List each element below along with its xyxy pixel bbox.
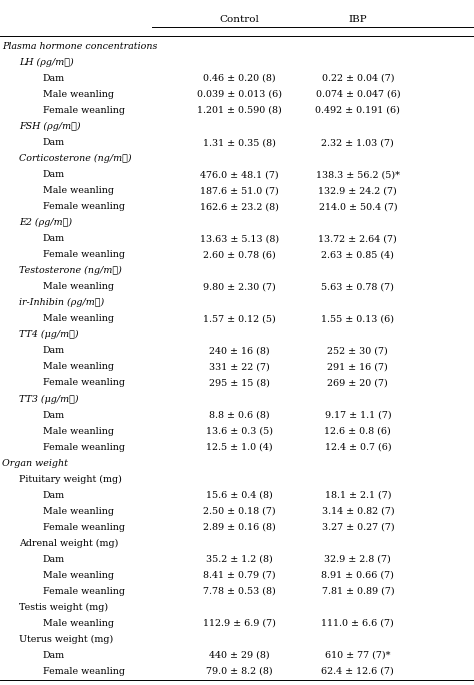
Text: 2.60 ± 0.78 (6): 2.60 ± 0.78 (6) [203, 250, 276, 259]
Text: 214.0 ± 50.4 (7): 214.0 ± 50.4 (7) [319, 202, 397, 211]
Text: 0.492 ± 0.191 (6): 0.492 ± 0.191 (6) [315, 106, 401, 115]
Text: 2.32 ± 1.03 (7): 2.32 ± 1.03 (7) [321, 138, 394, 147]
Text: 291 ± 16 (7): 291 ± 16 (7) [328, 362, 388, 371]
Text: Dam: Dam [43, 138, 65, 147]
Text: FSH (ρg/mℓ): FSH (ρg/mℓ) [19, 122, 81, 131]
Text: Male weanling: Male weanling [43, 282, 114, 291]
Text: Dam: Dam [43, 490, 65, 499]
Text: 0.22 ± 0.04 (7): 0.22 ± 0.04 (7) [322, 74, 394, 83]
Text: 9.17 ± 1.1 (7): 9.17 ± 1.1 (7) [325, 410, 391, 419]
Text: 187.6 ± 51.0 (7): 187.6 ± 51.0 (7) [200, 186, 279, 195]
Text: 1.55 ± 0.13 (6): 1.55 ± 0.13 (6) [321, 314, 394, 323]
Text: Female weanling: Female weanling [43, 379, 125, 388]
Text: 0.039 ± 0.013 (6): 0.039 ± 0.013 (6) [197, 90, 282, 99]
Text: 13.72 ± 2.64 (7): 13.72 ± 2.64 (7) [319, 234, 397, 243]
Text: 2.89 ± 0.16 (8): 2.89 ± 0.16 (8) [203, 523, 276, 532]
Text: Male weanling: Male weanling [43, 362, 114, 371]
Text: 13.6 ± 0.3 (5): 13.6 ± 0.3 (5) [206, 427, 273, 436]
Text: 8.41 ± 0.79 (7): 8.41 ± 0.79 (7) [203, 571, 276, 580]
Text: 3.14 ± 0.82 (7): 3.14 ± 0.82 (7) [321, 507, 394, 516]
Text: Adrenal weight (mg): Adrenal weight (mg) [19, 538, 118, 548]
Text: 0.074 ± 0.047 (6): 0.074 ± 0.047 (6) [316, 90, 400, 99]
Text: 295 ± 15 (8): 295 ± 15 (8) [209, 379, 270, 388]
Text: 0.46 ± 0.20 (8): 0.46 ± 0.20 (8) [203, 74, 276, 83]
Text: Male weanling: Male weanling [43, 427, 114, 436]
Text: Uterus weight (mg): Uterus weight (mg) [19, 635, 113, 644]
Text: 3.27 ± 0.27 (7): 3.27 ± 0.27 (7) [321, 523, 394, 532]
Text: 111.0 ± 6.6 (7): 111.0 ± 6.6 (7) [321, 619, 394, 628]
Text: Female weanling: Female weanling [43, 443, 125, 451]
Text: Male weanling: Male weanling [43, 186, 114, 195]
Text: Corticosterone (ng/mℓ): Corticosterone (ng/mℓ) [19, 154, 132, 163]
Text: 13.63 ± 5.13 (8): 13.63 ± 5.13 (8) [200, 234, 279, 243]
Text: 5.63 ± 0.78 (7): 5.63 ± 0.78 (7) [321, 282, 394, 291]
Text: Dam: Dam [43, 234, 65, 243]
Text: 240 ± 16 (8): 240 ± 16 (8) [209, 347, 270, 356]
Text: 12.6 ± 0.8 (6): 12.6 ± 0.8 (6) [325, 427, 391, 436]
Text: Male weanling: Male weanling [43, 90, 114, 99]
Text: 7.78 ± 0.53 (8): 7.78 ± 0.53 (8) [203, 587, 276, 596]
Text: Dam: Dam [43, 555, 65, 564]
Text: Male weanling: Male weanling [43, 314, 114, 323]
Text: 476.0 ± 48.1 (7): 476.0 ± 48.1 (7) [200, 170, 279, 179]
Text: 1.31 ± 0.35 (8): 1.31 ± 0.35 (8) [203, 138, 276, 147]
Text: Female weanling: Female weanling [43, 106, 125, 115]
Text: Female weanling: Female weanling [43, 250, 125, 259]
Text: 138.3 ± 56.2 (5)*: 138.3 ± 56.2 (5)* [316, 170, 400, 179]
Text: Dam: Dam [43, 651, 65, 660]
Text: Female weanling: Female weanling [43, 202, 125, 211]
Text: Control: Control [219, 14, 259, 24]
Text: ir-Inhibin (ρg/mℓ): ir-Inhibin (ρg/mℓ) [19, 298, 104, 308]
Text: Male weanling: Male weanling [43, 571, 114, 580]
Text: 9.80 ± 2.30 (7): 9.80 ± 2.30 (7) [203, 282, 276, 291]
Text: Testosterone (ng/mℓ): Testosterone (ng/mℓ) [19, 266, 122, 275]
Text: LH (ρg/mℓ): LH (ρg/mℓ) [19, 58, 74, 67]
Text: 79.0 ± 8.2 (8): 79.0 ± 8.2 (8) [206, 667, 273, 676]
Text: 62.4 ± 12.6 (7): 62.4 ± 12.6 (7) [321, 667, 394, 676]
Text: 112.9 ± 6.9 (7): 112.9 ± 6.9 (7) [203, 619, 276, 628]
Text: TT3 (μg/mℓ): TT3 (μg/mℓ) [19, 395, 79, 403]
Text: 252 ± 30 (7): 252 ± 30 (7) [328, 347, 388, 356]
Text: 8.91 ± 0.66 (7): 8.91 ± 0.66 (7) [321, 571, 394, 580]
Text: 162.6 ± 23.2 (8): 162.6 ± 23.2 (8) [200, 202, 279, 211]
Text: 32.9 ± 2.8 (7): 32.9 ± 2.8 (7) [325, 555, 391, 564]
Text: 35.2 ± 1.2 (8): 35.2 ± 1.2 (8) [206, 555, 273, 564]
Text: Plasma hormone concentrations: Plasma hormone concentrations [2, 42, 158, 51]
Text: TT4 (μg/mℓ): TT4 (μg/mℓ) [19, 330, 79, 340]
Text: E2 (ρg/mℓ): E2 (ρg/mℓ) [19, 218, 72, 227]
Text: 269 ± 20 (7): 269 ± 20 (7) [328, 379, 388, 388]
Text: 12.4 ± 0.7 (6): 12.4 ± 0.7 (6) [325, 443, 391, 451]
Text: 1.57 ± 0.12 (5): 1.57 ± 0.12 (5) [203, 314, 276, 323]
Text: Dam: Dam [43, 347, 65, 356]
Text: Dam: Dam [43, 74, 65, 83]
Text: Female weanling: Female weanling [43, 587, 125, 596]
Text: Dam: Dam [43, 170, 65, 179]
Text: 12.5 ± 1.0 (4): 12.5 ± 1.0 (4) [206, 443, 273, 451]
Text: Dam: Dam [43, 410, 65, 419]
Text: IBP: IBP [348, 14, 367, 24]
Text: Female weanling: Female weanling [43, 523, 125, 532]
Text: 2.63 ± 0.85 (4): 2.63 ± 0.85 (4) [321, 250, 394, 259]
Text: Male weanling: Male weanling [43, 507, 114, 516]
Text: 610 ± 77 (7)*: 610 ± 77 (7)* [325, 651, 391, 660]
Text: 1.201 ± 0.590 (8): 1.201 ± 0.590 (8) [197, 106, 282, 115]
Text: Female weanling: Female weanling [43, 667, 125, 676]
Text: Male weanling: Male weanling [43, 619, 114, 628]
Text: Organ weight: Organ weight [2, 459, 68, 468]
Text: 15.6 ± 0.4 (8): 15.6 ± 0.4 (8) [206, 490, 273, 499]
Text: 18.1 ± 2.1 (7): 18.1 ± 2.1 (7) [325, 490, 391, 499]
Text: 331 ± 22 (7): 331 ± 22 (7) [209, 362, 270, 371]
Text: 440 ± 29 (8): 440 ± 29 (8) [209, 651, 270, 660]
Text: 7.81 ± 0.89 (7): 7.81 ± 0.89 (7) [321, 587, 394, 596]
Text: 2.50 ± 0.18 (7): 2.50 ± 0.18 (7) [203, 507, 276, 516]
Text: Pituitary weight (mg): Pituitary weight (mg) [19, 475, 122, 484]
Text: Testis weight (mg): Testis weight (mg) [19, 603, 108, 612]
Text: 8.8 ± 0.6 (8): 8.8 ± 0.6 (8) [209, 410, 270, 419]
Text: 132.9 ± 24.2 (7): 132.9 ± 24.2 (7) [319, 186, 397, 195]
